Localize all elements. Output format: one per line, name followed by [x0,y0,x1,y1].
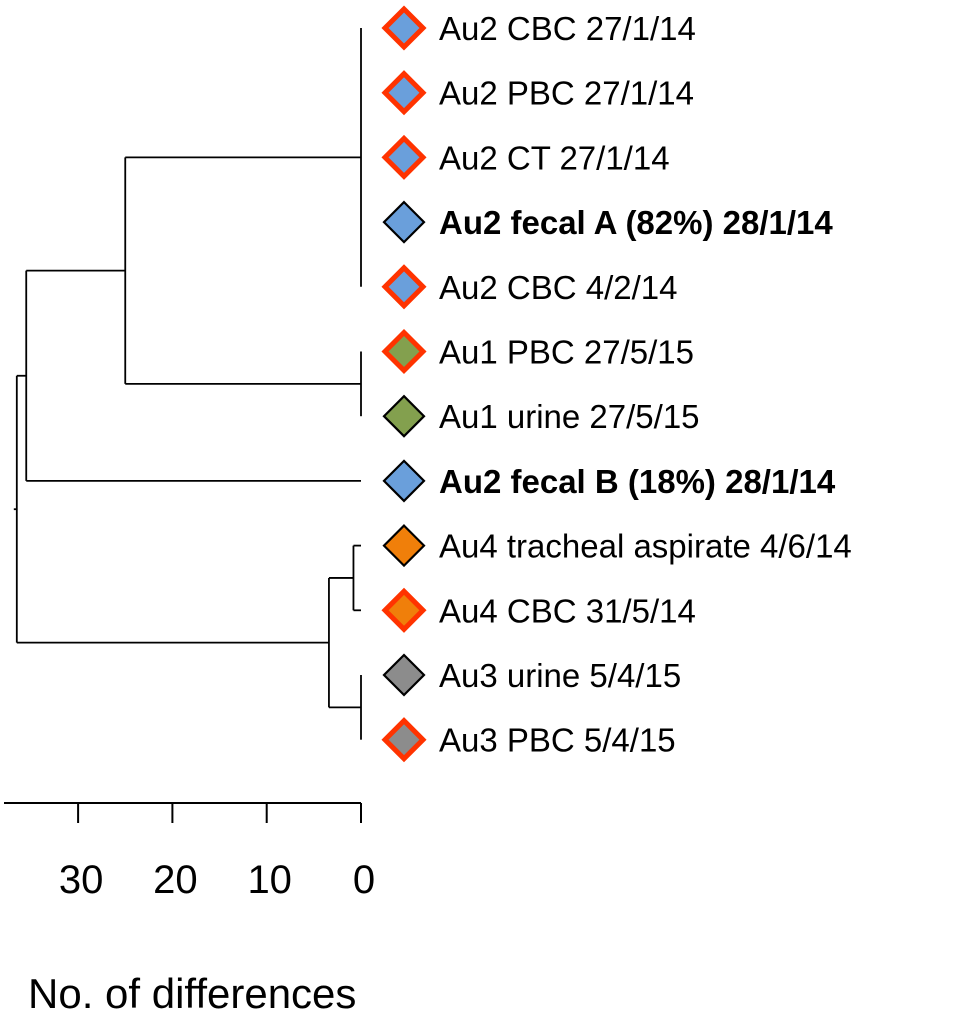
tip-label: Au2 CT 27/1/14 [439,139,670,176]
tip-label: Au2 fecal B (18%) 28/1/14 [439,463,836,500]
axis-title: No. of differences [28,970,356,1014]
axis-tick-label: 0 [353,858,375,902]
sample-marker-diamond [382,653,426,697]
sample-marker-diamond [381,717,427,763]
sample-marker-diamond [381,587,427,633]
sample-marker-diamond [381,328,427,375]
sample-marker-diamond [381,70,427,116]
axis-tick-label: 30 [59,858,104,902]
tip-label: Au1 urine 27/5/15 [439,398,700,435]
sample-marker-diamond [381,5,427,51]
distance-axis: 30 20 10 0 No. of differences [4,802,375,1014]
tree-branches [13,28,362,740]
tree-tips: Au2 CBC 27/1/14 Au2 PBC 27/1/14 Au2 CT 27/… [381,5,852,763]
axis-ticks: 30 20 10 0 [59,803,375,902]
sample-marker-diamond [382,394,426,438]
tip-label: Au2 CBC 4/2/14 [439,269,677,306]
sample-marker-diamond [382,459,426,503]
axis-tick-label: 10 [247,858,292,902]
axis-tick-label: 20 [153,858,198,902]
tip-label: Au1 PBC 27/5/15 [439,334,694,371]
tip-label: Au2 CBC 27/1/14 [439,10,696,47]
tip-label: Au4 tracheal aspirate 4/6/14 [439,528,852,565]
tip-label: Au3 urine 5/4/15 [439,657,681,694]
sample-marker-diamond [382,524,426,568]
tip-label: Au4 CBC 31/5/14 [439,592,696,629]
tip-label: Au3 PBC 5/4/15 [439,722,676,759]
tip-label: Au2 fecal A (82%) 28/1/14 [439,204,833,241]
tip-label: Au2 PBC 27/1/14 [439,75,694,112]
sample-marker-diamond [381,264,427,310]
sample-marker-diamond [382,200,426,244]
sample-marker-diamond [381,134,427,180]
